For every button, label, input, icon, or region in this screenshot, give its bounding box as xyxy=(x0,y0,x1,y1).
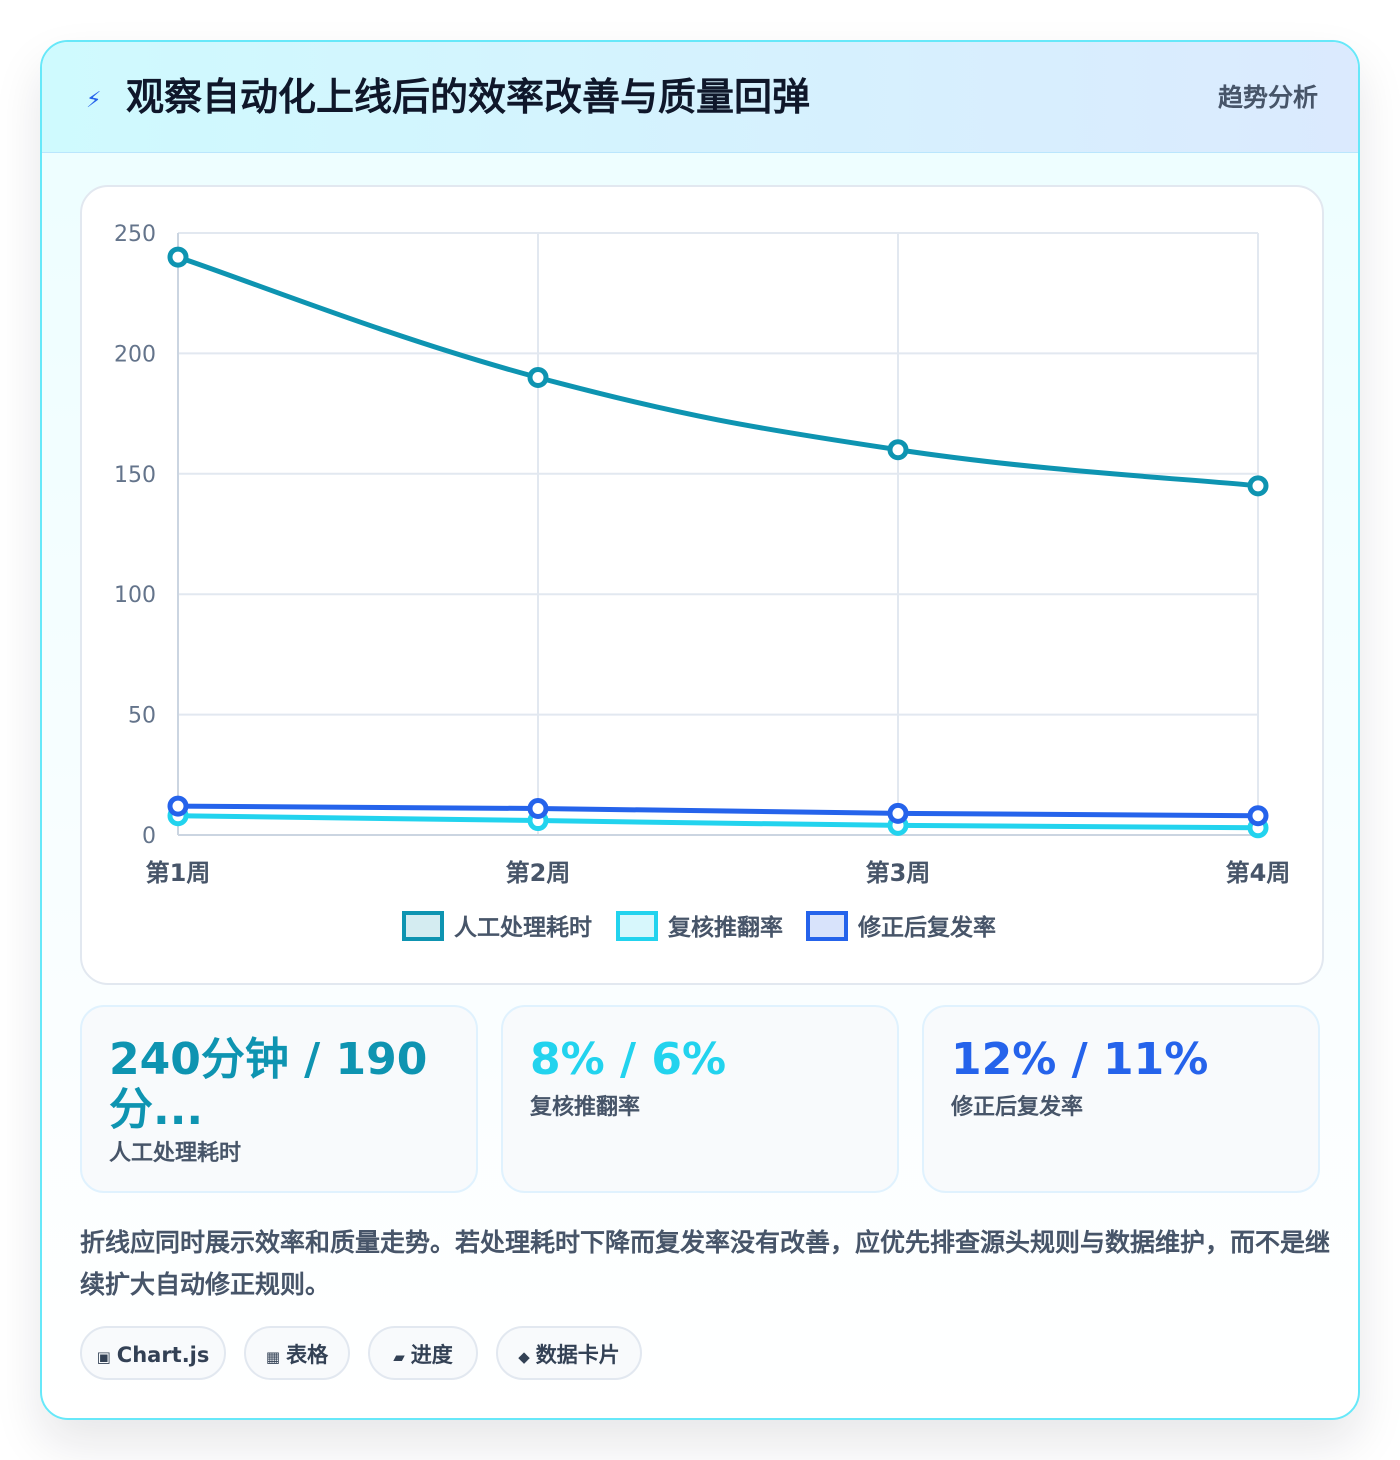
chip-table[interactable]: ▦ 表格 xyxy=(244,1326,350,1380)
legend-swatch xyxy=(806,911,848,941)
lightning-icon: ⚡ xyxy=(86,88,102,113)
legend-swatch xyxy=(402,911,444,941)
chip-label: 数据卡片 xyxy=(535,1343,620,1367)
data-point xyxy=(527,366,549,388)
stat-card-review-overturn-rate: 8% / 6% 复核推翻率 xyxy=(501,1005,899,1193)
stat-card-recurrence-rate: 12% / 11% 修正后复发率 xyxy=(922,1005,1320,1193)
chip-progress[interactable]: ▰ 进度 xyxy=(368,1326,478,1380)
chip-chartjs[interactable]: ▣ Chart.js xyxy=(80,1326,226,1380)
chip-label: 表格 xyxy=(286,1343,329,1367)
series-line-3 xyxy=(175,803,1261,819)
chip-label: Chart.js xyxy=(116,1343,210,1367)
data-point xyxy=(1247,475,1269,497)
y-tick-label: 250 xyxy=(114,222,156,247)
chart-panel: 0 50 100 150 200 250 第1周 第2周 第3周 第4周人工处理耗时 复核推翻率 修正… xyxy=(80,185,1324,985)
chart-note: 折线应同时展示效率和质量走势。若处理耗时下降而复发率没有改善，应优先排查源头规则… xyxy=(80,1228,1331,1299)
progress-icon: ▰ xyxy=(393,1348,405,1366)
square-icon: ▣ xyxy=(96,1348,111,1366)
diamond-icon: ◆ xyxy=(518,1348,530,1366)
trend-card: ⚡ 观察自动化上线后的效率改善与质量回弹 趋势分析 0 50 100 150 200 25… xyxy=(40,40,1360,1420)
chip-data-cards[interactable]: ◆ 数据卡片 xyxy=(496,1326,642,1380)
data-point xyxy=(887,439,909,461)
chip-label: 进度 xyxy=(410,1343,453,1367)
x-tick-label: 第3周 xyxy=(866,859,931,887)
data-point xyxy=(1247,805,1269,827)
y-tick-label: 0 xyxy=(142,824,156,849)
series-line-1 xyxy=(175,254,1261,489)
data-point xyxy=(887,802,909,824)
stat-label: 复核推翻率 xyxy=(530,1095,641,1120)
legend-label: 复核推翻率 xyxy=(667,914,783,941)
y-tick-label: 150 xyxy=(114,463,156,488)
legend-label: 人工处理耗时 xyxy=(454,915,592,941)
data-point xyxy=(527,798,549,820)
series-line-2 xyxy=(175,813,1261,831)
header-tag: 趋势分析 xyxy=(1217,83,1318,112)
stat-card-processing-time: 240分钟 / 190分... 人工处理耗时 xyxy=(80,1005,478,1193)
stat-value: 8% / 6% xyxy=(530,1035,727,1085)
table-icon: ▦ xyxy=(265,1348,281,1366)
stat-value: 240分钟 / 190分... xyxy=(109,1035,428,1135)
legend-label: 修正后复发率 xyxy=(857,914,996,941)
x-tick-label: 第2周 xyxy=(506,859,571,887)
data-point xyxy=(167,246,189,268)
y-tick-label: 50 xyxy=(128,704,156,729)
y-tick-label: 200 xyxy=(114,342,156,367)
stat-label: 人工处理耗时 xyxy=(109,1141,242,1166)
data-point xyxy=(167,795,189,817)
x-tick-label: 第1周 xyxy=(146,859,211,887)
x-tick-label: 第4周 xyxy=(1226,859,1291,887)
card-header: ⚡ 观察自动化上线后的效率改善与质量回弹 趋势分析 xyxy=(42,42,1358,153)
stat-value: 12% / 11% xyxy=(951,1035,1209,1085)
page-title: 观察自动化上线后的效率改善与质量回弹 xyxy=(126,75,811,119)
stat-label: 修正后复发率 xyxy=(951,1095,1084,1120)
legend-swatch xyxy=(616,911,658,941)
y-tick-label: 100 xyxy=(114,583,156,608)
